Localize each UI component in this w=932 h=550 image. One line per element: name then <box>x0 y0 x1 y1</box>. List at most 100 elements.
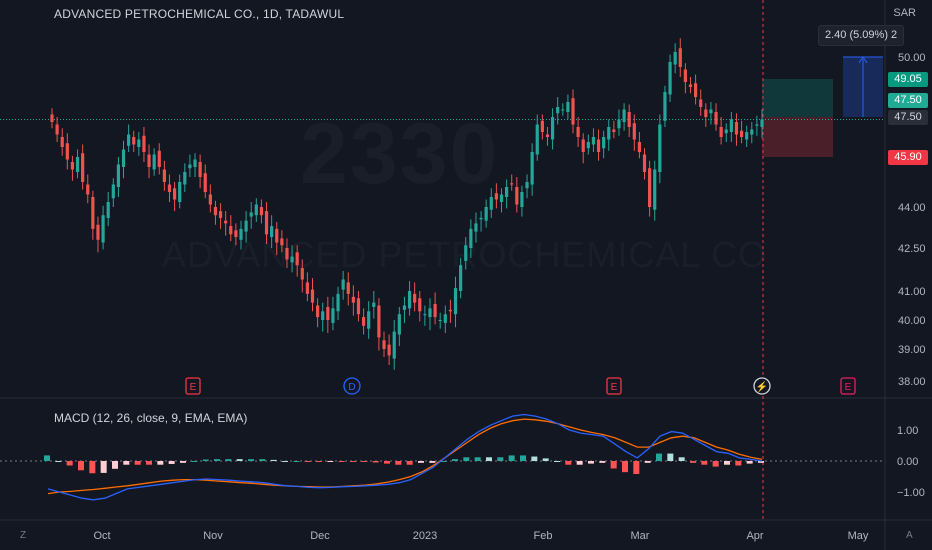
event-marker-dividend <box>343 377 361 395</box>
candle-body <box>224 220 228 224</box>
candle-body <box>70 162 75 170</box>
candle-body <box>678 48 682 67</box>
candle-body <box>489 197 493 210</box>
candle-body <box>91 197 95 229</box>
candle-body <box>162 169 166 182</box>
macd-histogram-bar <box>565 461 572 465</box>
candle-body <box>591 137 596 145</box>
candle-body <box>637 142 642 152</box>
candle-body <box>571 98 575 125</box>
candle-body <box>55 124 59 135</box>
entry-price-tag: 47.50 <box>888 110 928 125</box>
candle-body <box>81 153 85 182</box>
macd-tick-label: 0.00 <box>897 456 918 468</box>
macd-histogram-bar <box>667 453 674 461</box>
measure-arrow-head <box>858 56 868 64</box>
macd-histogram-bar <box>157 461 164 465</box>
macd-title: MACD (12, 26, close, 9, EMA, EMA) <box>54 411 248 425</box>
candle-body <box>755 124 759 126</box>
auto-scale-toggle[interactable]: A <box>906 530 913 541</box>
candle-body <box>612 129 616 132</box>
price-tick-label: 38.00 <box>898 376 926 388</box>
macd-histogram-bar <box>644 461 651 463</box>
candle-body <box>607 127 611 140</box>
macd-histogram-bar <box>576 461 583 465</box>
candle-body <box>142 135 146 152</box>
macd-histogram-bar <box>123 461 130 465</box>
candle-body <box>653 169 657 210</box>
candle-body <box>683 69 687 82</box>
candle-body <box>203 173 207 192</box>
candle-body <box>602 137 606 149</box>
candle-body <box>295 252 299 266</box>
candle-body <box>336 293 340 312</box>
candle-body <box>208 194 212 205</box>
time-tick-label: Mar <box>631 530 650 542</box>
macd-histogram-bar <box>735 461 742 466</box>
candle-body <box>101 215 105 243</box>
macd-histogram-bar <box>610 461 617 469</box>
candle-body <box>106 202 110 218</box>
candle-body <box>356 298 361 315</box>
candle-body <box>418 298 422 312</box>
macd-histogram-bar <box>497 457 504 461</box>
macd-histogram-bar <box>554 461 560 462</box>
macd-histogram-bar <box>112 461 118 469</box>
candle-body <box>550 117 555 140</box>
candle-body <box>213 207 218 216</box>
current-price-tag: 47.50 <box>888 93 928 108</box>
macd-histogram-bar <box>338 461 345 462</box>
candle-body <box>423 314 427 316</box>
candle-body <box>188 164 192 169</box>
macd-histogram-bar <box>236 459 243 461</box>
candle-body <box>249 212 253 217</box>
candle-body <box>453 288 458 315</box>
candle-body <box>494 193 498 200</box>
candle-body <box>172 188 177 200</box>
candle-body <box>341 279 345 290</box>
candle-body <box>372 302 376 307</box>
candle-body <box>367 311 371 329</box>
event-marker-earnings <box>185 377 201 395</box>
watermark-name: ADVANCED PETROCHEMICAL CO <box>162 234 768 275</box>
candle-body <box>137 139 141 147</box>
macd-histogram-bar <box>134 461 141 465</box>
event-marker-label: E <box>845 382 852 393</box>
macd-histogram-bar <box>599 461 606 463</box>
candle-body <box>622 109 626 122</box>
candle-body <box>673 52 677 65</box>
timezone-toggle[interactable]: Z <box>20 530 27 541</box>
macd-histogram-bar <box>225 459 232 461</box>
macd-histogram-bar <box>214 459 220 461</box>
event-marker-label: E <box>190 382 197 393</box>
candle-body <box>229 226 233 235</box>
macd-histogram-bar <box>202 459 209 461</box>
target-zone <box>762 79 833 117</box>
candle-body <box>724 129 728 134</box>
candle-body <box>566 102 570 112</box>
signal-line <box>47 418 763 495</box>
macd-histogram-bar <box>372 461 379 463</box>
candle-body <box>648 168 652 207</box>
candle-body <box>760 119 764 127</box>
candle-body <box>540 120 544 132</box>
stop-price-tag: 45.90 <box>888 150 928 165</box>
candle-body <box>147 154 151 167</box>
candle-body <box>351 296 355 303</box>
candle-body <box>132 137 136 145</box>
price-tick-label: 42.50 <box>898 243 926 255</box>
macd-histogram-bar <box>146 461 152 465</box>
candle-body <box>596 139 601 152</box>
candle-body <box>469 228 473 248</box>
candle-body <box>402 305 407 310</box>
candle-body <box>688 84 693 87</box>
price-tick-label: 39.00 <box>898 344 926 356</box>
candle-body <box>627 112 631 127</box>
macd-line <box>47 413 763 501</box>
candle-body <box>505 187 509 197</box>
candle-body <box>704 109 708 117</box>
candle-body <box>479 217 483 220</box>
candle-body <box>65 143 69 160</box>
